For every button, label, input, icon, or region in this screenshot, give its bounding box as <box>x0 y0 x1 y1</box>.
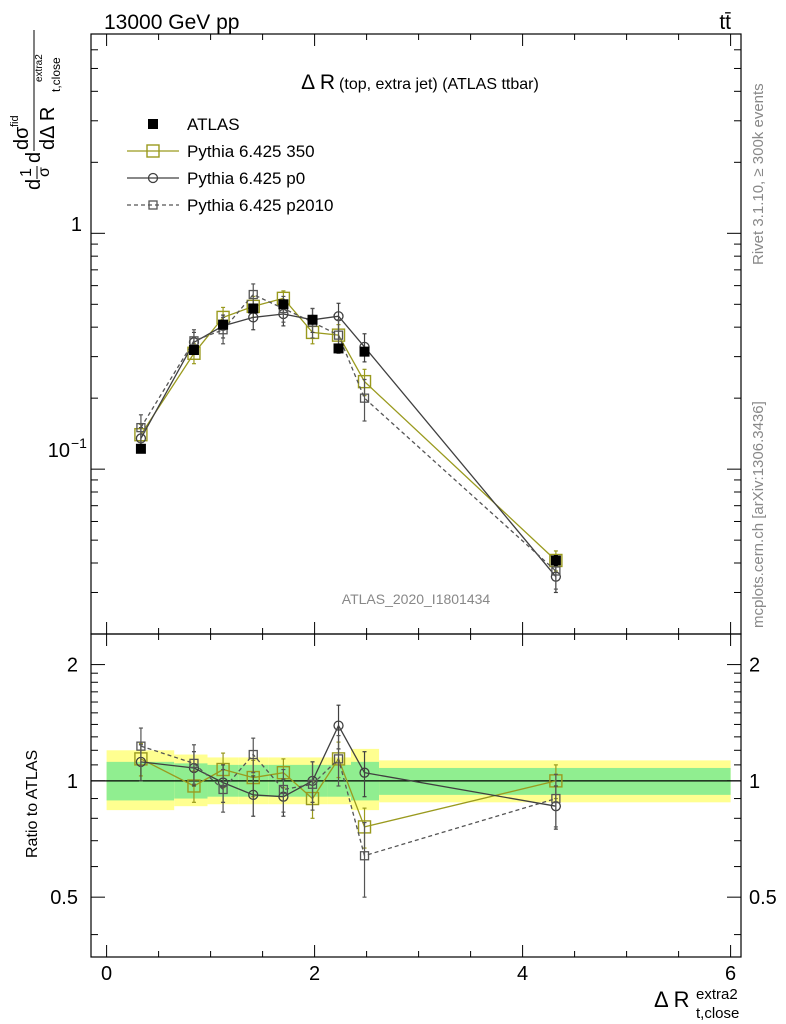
ylabel-sigma: σ <box>36 167 53 177</box>
data-point <box>333 343 344 354</box>
data-point <box>136 741 146 751</box>
data-point <box>189 758 199 769</box>
main-y-tick-label-1: 1 <box>71 214 82 236</box>
main-panel <box>90 33 742 957</box>
data-point <box>189 336 199 346</box>
mcplots-label: mcplots.cern.ch [arXiv:1306.3436] <box>750 401 767 628</box>
x-tick-label: 6 <box>725 963 736 985</box>
legend-marker <box>147 172 159 184</box>
ratio-y-tick-label: 1 <box>67 771 78 793</box>
data-point <box>551 566 561 576</box>
ratio-y-tick-label: 0.5 <box>50 887 78 909</box>
data-point <box>333 330 344 340</box>
data-point <box>359 393 370 403</box>
data-point <box>278 299 289 310</box>
main-chart-title: Δ R (top, extra jet) (ATLAS ttbar) <box>301 71 539 94</box>
ylabel-dsigma: dσ <box>11 126 33 150</box>
xlabel-sup: extra2 <box>696 986 738 1003</box>
data-point <box>333 754 344 764</box>
ylabel-d2: d <box>23 152 45 163</box>
data-point <box>307 779 318 789</box>
legend: ATLAS Pythia 6.425 350 Pythia 6.425 p0 Pyth… <box>127 115 334 215</box>
data-point <box>248 303 259 314</box>
x-tick-label: 0 <box>101 963 112 985</box>
legend-label: Pythia 6.425 p2010 <box>187 196 334 215</box>
title-sub: (top, extra jet) (ATLAS ttbar) <box>339 76 539 93</box>
main-series-pythia-6-425-p2010 <box>136 283 561 590</box>
xlabel-main: Δ R <box>654 987 689 1012</box>
data-point <box>188 345 199 356</box>
legend-label: ATLAS <box>187 115 240 134</box>
ratio-y-tick-label-right: 1 <box>749 771 760 793</box>
data-point <box>278 784 289 795</box>
ratio-y-tick-label-right: 0.5 <box>749 887 777 909</box>
ratio-series-pythia-6-425-p2010 <box>136 727 561 898</box>
analysis-watermark: ATLAS_2020_I1801434 <box>342 591 491 607</box>
ylabel-d: d <box>23 179 45 190</box>
data-point <box>359 346 370 357</box>
ratio-panel: 0 2 4 6 0.5 0.5 1 1 2 2 <box>50 633 777 985</box>
data-point <box>359 767 370 778</box>
data-point <box>307 314 318 325</box>
data-point <box>333 720 344 731</box>
main-series-pythia-6-425-350 <box>134 290 563 572</box>
data-point <box>359 851 370 861</box>
data-point <box>550 555 561 566</box>
data-point <box>218 319 229 330</box>
series-line <box>140 293 557 572</box>
energy-label: 13000 GeV pp <box>104 11 239 34</box>
data-point <box>551 793 561 804</box>
ylabel-ddelta: dΔ R <box>37 107 59 150</box>
main-y-tick-label-10: 10 <box>48 440 70 462</box>
legend-entry: Pythia 6.425 p2010 <box>127 196 334 215</box>
x-tick-label: 2 <box>309 963 320 985</box>
data-point <box>135 443 146 454</box>
xlabel-sub: t,close <box>696 1005 739 1022</box>
data-point <box>248 749 258 760</box>
ratio-y-tick-label: 2 <box>67 655 78 677</box>
data-point <box>136 422 146 433</box>
main-series-atlas <box>135 299 561 567</box>
ylabel-one: 1 <box>18 168 35 177</box>
data-point <box>248 789 259 801</box>
x-tick-label: 4 <box>517 963 528 985</box>
ratio-y-axis-label: Ratio to ATLAS <box>24 750 41 858</box>
ratio-y-tick-label-right: 2 <box>749 655 760 677</box>
title-main: Δ R <box>301 71 335 94</box>
legend-marker <box>148 119 158 129</box>
main-y-axis-label: d 1 σ d dσ fid dΔ R t,close extra2 <box>9 30 63 190</box>
legend-entry: Pythia 6.425 p0 <box>127 169 305 188</box>
legend-entry: Pythia 6.425 350 <box>127 142 315 161</box>
ylabel-sup: extra2 <box>34 54 45 82</box>
data-point <box>248 289 258 300</box>
legend-marker <box>148 200 158 210</box>
ratio-frame <box>90 633 742 958</box>
x-axis-label: Δ R <box>654 987 689 1012</box>
process-label: tt̄ <box>719 11 731 34</box>
rivet-label: Rivet 3.1.10, ≥ 300k events <box>750 83 767 265</box>
legend-label: Pythia 6.425 p0 <box>187 169 305 188</box>
legend-label: Pythia 6.425 350 <box>187 142 315 161</box>
svg-text:d: d <box>23 179 45 190</box>
ylabel-sub: t,close <box>49 57 63 92</box>
legend-entry: ATLAS <box>148 115 240 134</box>
ylabel-fid: fid <box>9 115 21 127</box>
data-point <box>218 784 228 795</box>
legend-marker <box>146 144 160 158</box>
main-y-tick-label-exp: −1 <box>71 435 87 451</box>
